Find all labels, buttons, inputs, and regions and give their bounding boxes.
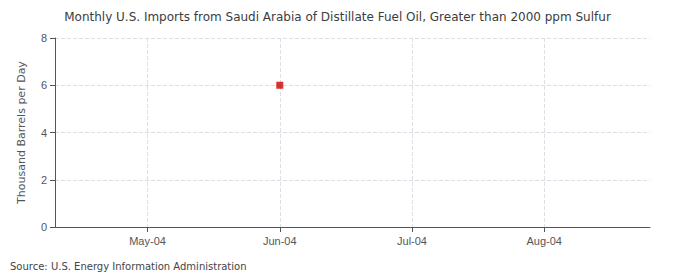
svg-text:6: 6: [41, 79, 47, 91]
svg-text:Monthly U.S. Imports from Saud: Monthly U.S. Imports from Saudi Arabia o…: [64, 10, 611, 24]
svg-text:Thousand Barrels per Day: Thousand Barrels per Day: [15, 61, 28, 205]
svg-text:Aug-04: Aug-04: [526, 235, 561, 247]
svg-text:0: 0: [41, 221, 47, 233]
svg-text:8: 8: [41, 32, 47, 44]
svg-text:May-04: May-04: [129, 235, 166, 247]
svg-text:4: 4: [41, 127, 47, 139]
svg-text:Source: U.S. Energy Informatio: Source: U.S. Energy Information Administ…: [10, 261, 247, 272]
svg-text:Jun-04: Jun-04: [263, 235, 297, 247]
svg-text:Jul-04: Jul-04: [397, 235, 427, 247]
svg-text:2: 2: [41, 174, 47, 186]
